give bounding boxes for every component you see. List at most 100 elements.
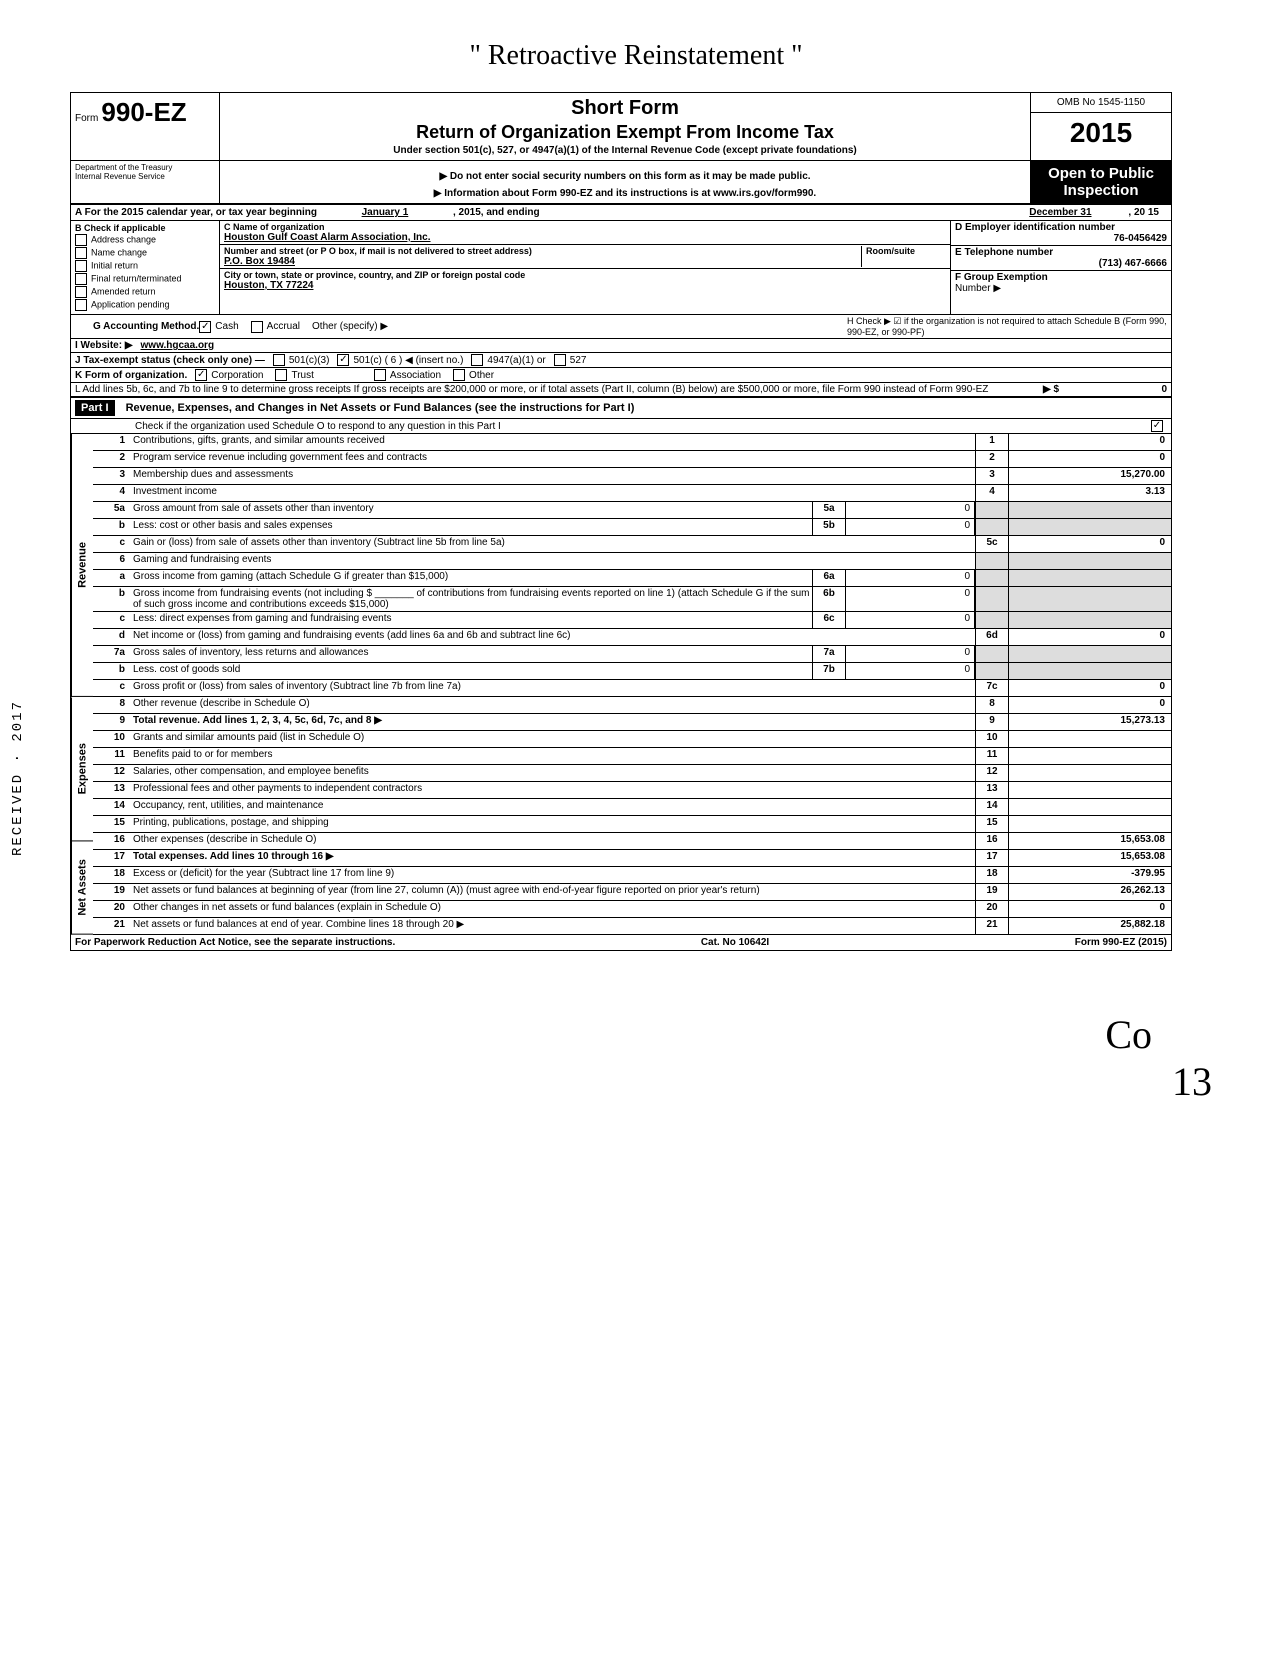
row-val: 0 [1009,434,1171,450]
omb-cell: OMB No 1545-1150 2015 [1030,93,1171,160]
row-desc: Contributions, gifts, grants, and simila… [131,434,975,450]
cb-cash[interactable]: ✓ [199,321,211,333]
box-num: 1 [975,434,1009,450]
row-desc: Gain or (loss) from sale of assets other… [131,536,975,552]
org-city-row: City or town, state or province, country… [220,269,950,292]
row-r6c: cLess: direct expenses from gaming and f… [93,612,1171,629]
row-r6d: dNet income or (loss) from gaming and fu… [93,629,1171,646]
row-desc: Salaries, other compensation, and employ… [131,765,975,781]
row-r7c: cGross profit or (loss) from sales of in… [93,680,1171,697]
shaded-val [1009,663,1171,679]
row-val: 3.13 [1009,485,1171,501]
row-num: 21 [93,918,131,934]
row-r10: 10Grants and similar amounts paid (list … [93,731,1171,748]
open-public-cell: Open to Public Inspection [1030,161,1171,203]
row-val: 15,273.13 [1009,714,1171,730]
dept-line1: Department of the Treasury [75,163,215,172]
phone-row: E Telephone number (713) 467-6666 [951,246,1171,271]
line-g-h: G Accounting Method. ✓Cash Accrual Other… [71,315,1171,339]
cb-trust[interactable] [275,369,287,381]
box-num: 2 [975,451,1009,467]
line-j: J Tax-exempt status (check only one) — 5… [71,353,1171,368]
form-number-cell: Form 990-EZ [71,93,220,160]
cb-4947[interactable] [471,354,483,366]
inspection-text: Inspection [1035,182,1167,199]
sub-box: 5a [812,502,846,518]
cb-other-org[interactable] [453,369,465,381]
cb-name-change[interactable]: Name change [75,247,215,259]
title-cell: Short Form Return of Organization Exempt… [220,93,1030,160]
shaded-box [975,663,1009,679]
row-num: 1 [93,434,131,450]
part1-header: Part I Revenue, Expenses, and Changes in… [71,398,1171,419]
box-num: 8 [975,697,1009,713]
corp-label: Corporation [211,370,263,381]
row-num: d [93,629,131,645]
cb-application-pending[interactable]: Application pending [75,299,215,311]
row-r15: 15Printing, publications, postage, and s… [93,816,1171,833]
row-val: 25,882.18 [1009,918,1171,934]
org-column: C Name of organization Houston Gulf Coas… [220,221,950,314]
k-label: K Form of organization. [75,370,187,381]
row-val: 0 [1009,697,1171,713]
return-title: Return of Organization Exempt From Incom… [224,122,1026,143]
signature: Co [40,1011,1152,1058]
cb-schedule-o[interactable]: ✓ [1151,420,1163,432]
room-label: Room/suite [861,246,946,267]
shaded-val [1009,570,1171,586]
warning-1: ▶ Do not enter social security numbers o… [224,171,1026,182]
box-num: 13 [975,782,1009,798]
row-desc: Membership dues and assessments [131,468,975,484]
row-desc: Excess or (deficit) for the year (Subtra… [131,867,975,883]
omb-number: OMB No 1545-1150 [1031,93,1171,113]
row-r6a: aGross income from gaming (attach Schedu… [93,570,1171,587]
row-r8: 8Other revenue (describe in Schedule O)8… [93,697,1171,714]
sub-box: 7b [812,663,846,679]
cb-association[interactable] [374,369,386,381]
row-num: 8 [93,697,131,713]
row-num: c [93,536,131,552]
city-label: City or town, state or province, country… [224,270,946,280]
row-desc: Net assets or fund balances at end of ye… [131,918,975,934]
sub-val: 0 [846,587,975,611]
row-val [1009,799,1171,815]
cb-corporation[interactable]: ✓ [195,369,207,381]
l-val: 0 [1067,384,1167,395]
cb-amended-return[interactable]: Amended return [75,286,215,298]
row-num: 11 [93,748,131,764]
row-r5a: 5aGross amount from sale of assets other… [93,502,1171,519]
line-a-end: December 31 [1000,207,1120,218]
tab-revenue: Revenue [71,434,93,697]
received-stamp: RECEIVED · 2017 [10,700,26,856]
org-name: Houston Gulf Coast Alarm Association, In… [224,232,946,243]
box-num: 20 [975,901,1009,917]
dept-line2: Internal Revenue Service [75,172,215,181]
sub-val: 0 [846,519,975,535]
phone: (713) 467-6666 [955,258,1167,269]
sub-val: 0 [846,502,975,518]
cb-accrual[interactable] [251,321,263,333]
info-grid: B Check if applicable Address change Nam… [71,221,1171,315]
row-desc: Other revenue (describe in Schedule O) [131,697,975,713]
cb-501c[interactable]: ✓ [337,354,349,366]
cb-final-return[interactable]: Final return/terminated [75,273,215,285]
row-desc: Printing, publications, postage, and shi… [131,816,975,832]
cb-501c3[interactable] [273,354,285,366]
d-label: D Employer identification number [955,222,1167,233]
row-num: 7a [93,646,131,662]
row-r5b: bLess: cost or other basis and sales exp… [93,519,1171,536]
subtitle: Under section 501(c), 527, or 4947(a)(1)… [224,145,1026,156]
box-num: 5c [975,536,1009,552]
row-desc: Total revenue. Add lines 1, 2, 3, 4, 5c,… [131,714,975,730]
cb-527[interactable] [554,354,566,366]
handwritten-title: " Retroactive Reinstatement " [40,40,1232,72]
row-desc: Gross amount from sale of assets other t… [131,502,812,518]
row-num: 16 [93,833,131,849]
open-public: Open to Public Inspection [1031,161,1171,203]
shaded-box [975,570,1009,586]
cb-initial-return[interactable]: Initial return [75,260,215,272]
row-val: 0 [1009,680,1171,696]
row-val [1009,731,1171,747]
row-r7a: 7aGross sales of inventory, less returns… [93,646,1171,663]
cb-address-change[interactable]: Address change [75,234,215,246]
